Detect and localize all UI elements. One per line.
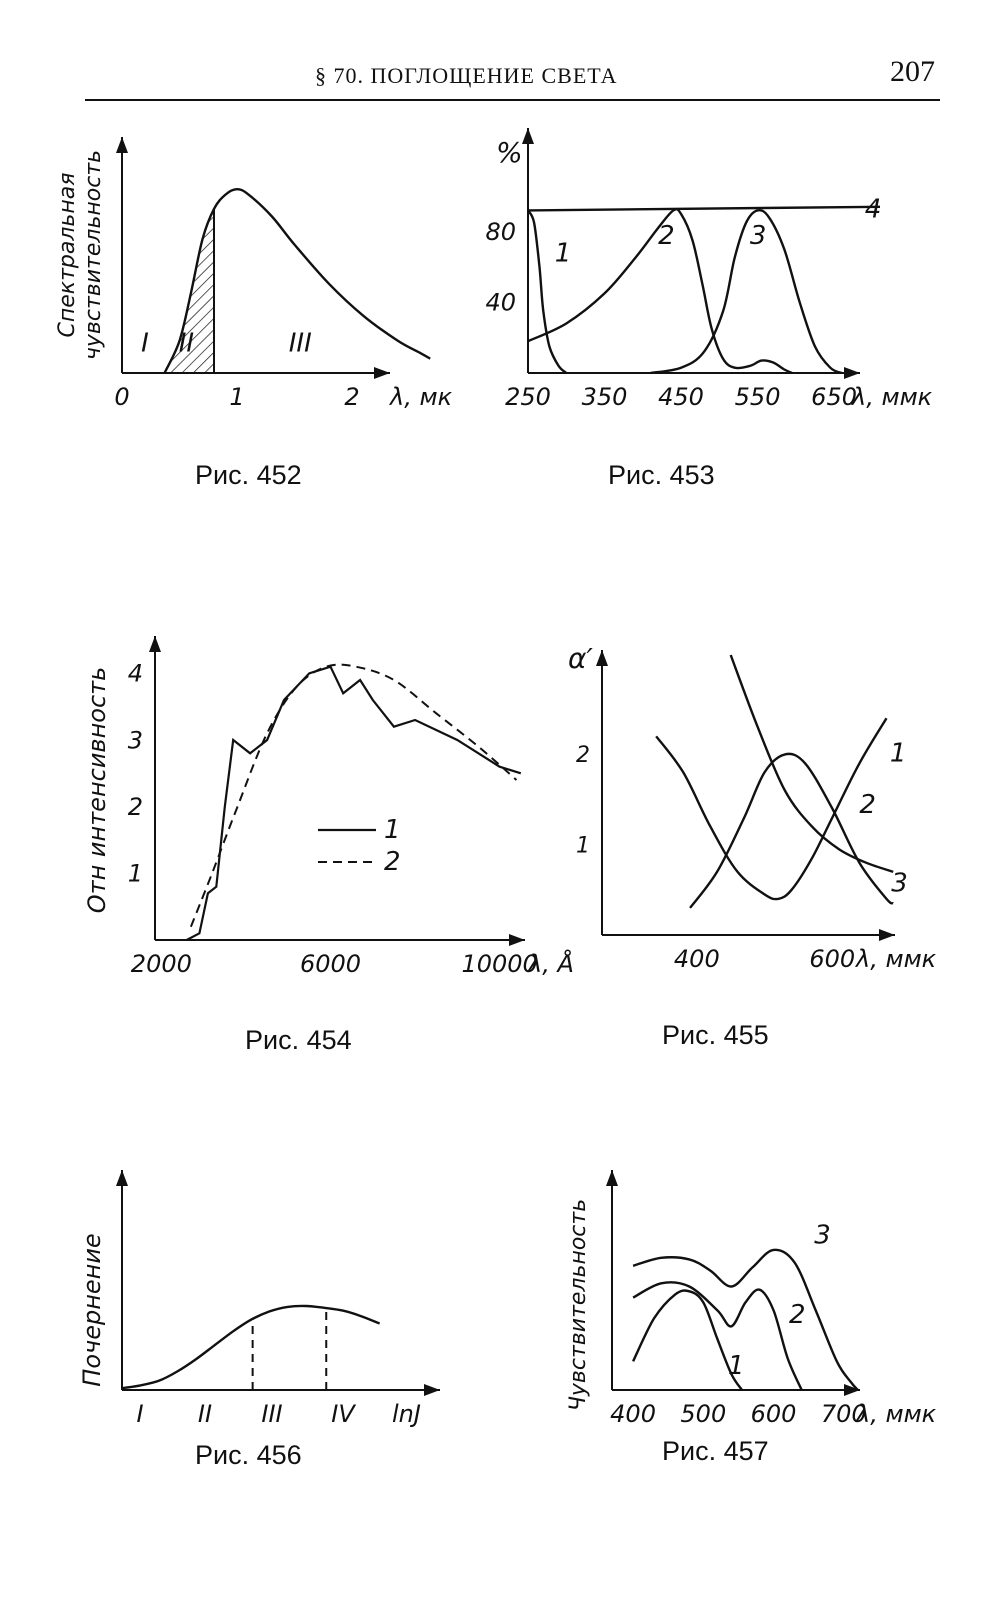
fig453-xtick-label: 350 xyxy=(582,383,628,411)
fig455-series-1 xyxy=(655,717,888,901)
fig455-y-arrow xyxy=(596,650,608,666)
fig453-xtick-label: 250 xyxy=(505,383,551,411)
fig457-series-2 xyxy=(632,1281,803,1391)
fig456-xlabel: lnJ xyxy=(392,1400,421,1428)
fig453-x-arrow xyxy=(844,367,860,379)
fig452-xtick-label: 0 xyxy=(114,383,129,411)
fig453-xtick-label: 450 xyxy=(658,383,704,411)
page-header: § 70. ПОГЛОЩЕНИЕ СВЕТА 207 xyxy=(85,55,940,105)
page-number: 207 xyxy=(890,55,935,88)
fig452-ylabel: чувствительность xyxy=(81,150,106,360)
fig455-series-label: 2 xyxy=(859,790,876,820)
fig457-series-1 xyxy=(632,1289,743,1391)
fig452-series-1 xyxy=(163,187,431,374)
caption-453: Рис. 453 xyxy=(608,460,715,490)
fig455-x-arrow xyxy=(879,929,895,941)
fig456-region-label: I xyxy=(136,1400,143,1428)
fig457-series-3 xyxy=(632,1248,859,1391)
fig453-ylabel: % xyxy=(496,136,523,169)
fig452-xtick-label: 1 xyxy=(229,383,244,411)
fig455-series-label: 1 xyxy=(890,739,907,769)
caption-457: Рис. 457 xyxy=(662,1436,769,1466)
fig453-xtick-label: 550 xyxy=(735,383,781,411)
fig453-series-label: 1 xyxy=(555,239,572,269)
fig457-ylabel: Чувствительность xyxy=(566,1199,591,1411)
fig453-xlabel: λ, ммк xyxy=(850,383,933,411)
fig454-x-arrow xyxy=(509,934,525,946)
fig454-ytick-label: 2 xyxy=(128,793,143,821)
fig457-xtick-label: 600 xyxy=(751,1400,797,1428)
fig454-legend-label: 1 xyxy=(384,815,401,845)
fig455-xtick-label: 600 xyxy=(809,945,855,973)
fig453-series-4 xyxy=(527,205,881,212)
caption-452: Рис. 452 xyxy=(195,460,302,490)
fig455-ytick-label: 1 xyxy=(576,833,590,858)
fig453-series-1 xyxy=(526,209,568,374)
fig453-series-2 xyxy=(527,207,793,375)
fig457-series-label: 3 xyxy=(814,1220,831,1250)
fig456-ylabel: Почернение xyxy=(78,1233,106,1386)
caption-455: Рис. 455 xyxy=(662,1020,769,1050)
fig456-series-1 xyxy=(121,1304,381,1390)
fig453-series-label: 3 xyxy=(750,221,767,251)
fig454-series-2 xyxy=(189,663,518,928)
fig453-ytick-label: 80 xyxy=(485,218,516,246)
fig452-region-label: I xyxy=(141,329,149,359)
fig457-xtick-label: 500 xyxy=(680,1400,726,1428)
fig453-series-label: 4 xyxy=(865,194,882,224)
fig455-xlabel: λ, ммк xyxy=(854,945,937,973)
fig453-ytick-label: 40 xyxy=(485,289,516,317)
fig452-region-label: III xyxy=(289,329,312,359)
fig457-x-arrow xyxy=(844,1384,860,1396)
fig456-region-label: III xyxy=(261,1400,282,1428)
fig456-x-arrow xyxy=(424,1384,440,1396)
fig454-ylabel: Отн интенсивность xyxy=(83,667,111,914)
fig457-xtick-label: 400 xyxy=(610,1400,656,1428)
fig457-xlabel: λ, ммк xyxy=(854,1400,937,1428)
fig455-series-2 xyxy=(689,752,894,909)
fig455-ylabel: α′ xyxy=(568,642,593,675)
header-rule xyxy=(85,99,940,101)
fig457-xtick-label: 700 xyxy=(821,1400,867,1428)
fig457-y-arrow xyxy=(606,1170,618,1186)
fig457-series-label: 2 xyxy=(789,1300,806,1330)
fig455-series-label: 3 xyxy=(891,869,908,899)
fig452-xtick-label: 2 xyxy=(344,383,359,411)
fig454-xtick-label: 2000 xyxy=(131,950,192,978)
fig454-legend-label: 2 xyxy=(384,847,401,877)
fig454-series-1 xyxy=(186,665,522,941)
section-title: § 70. ПОГЛОЩЕНИЕ СВЕТА xyxy=(315,63,618,88)
fig456-y-arrow xyxy=(116,1170,128,1186)
fig452-ylabel: Спектральная xyxy=(55,173,80,338)
fig456-region-label: II xyxy=(198,1400,212,1428)
fig454-ytick-label: 1 xyxy=(128,860,143,888)
fig452-y-arrow xyxy=(116,137,128,153)
fig452-xlabel: λ, мк xyxy=(388,383,453,411)
fig453-series-3 xyxy=(650,208,843,375)
caption-454: Рис. 454 xyxy=(245,1025,352,1055)
fig453-xtick-label: 650 xyxy=(811,383,857,411)
caption-456: Рис. 456 xyxy=(195,1440,302,1470)
fig454-xlabel: λ, Å xyxy=(526,949,574,978)
fig454-xtick-label: 10000 xyxy=(461,950,537,978)
fig455-series-3 xyxy=(729,654,894,873)
fig457-series-label: 1 xyxy=(728,1351,745,1381)
fig454-xtick-label: 6000 xyxy=(300,950,361,978)
fig454-ytick-label: 3 xyxy=(128,726,143,754)
fig455-ytick-label: 2 xyxy=(576,743,590,768)
fig452-region-label: II xyxy=(179,329,194,359)
fig454-y-arrow xyxy=(149,636,161,652)
fig454-ytick-label: 4 xyxy=(128,660,143,688)
fig453-y-arrow xyxy=(522,128,534,144)
fig456-region-label: IV xyxy=(331,1400,356,1428)
fig452-x-arrow xyxy=(374,367,390,379)
fig455-xtick-label: 400 xyxy=(674,945,720,973)
fig453-series-label: 2 xyxy=(658,221,675,251)
